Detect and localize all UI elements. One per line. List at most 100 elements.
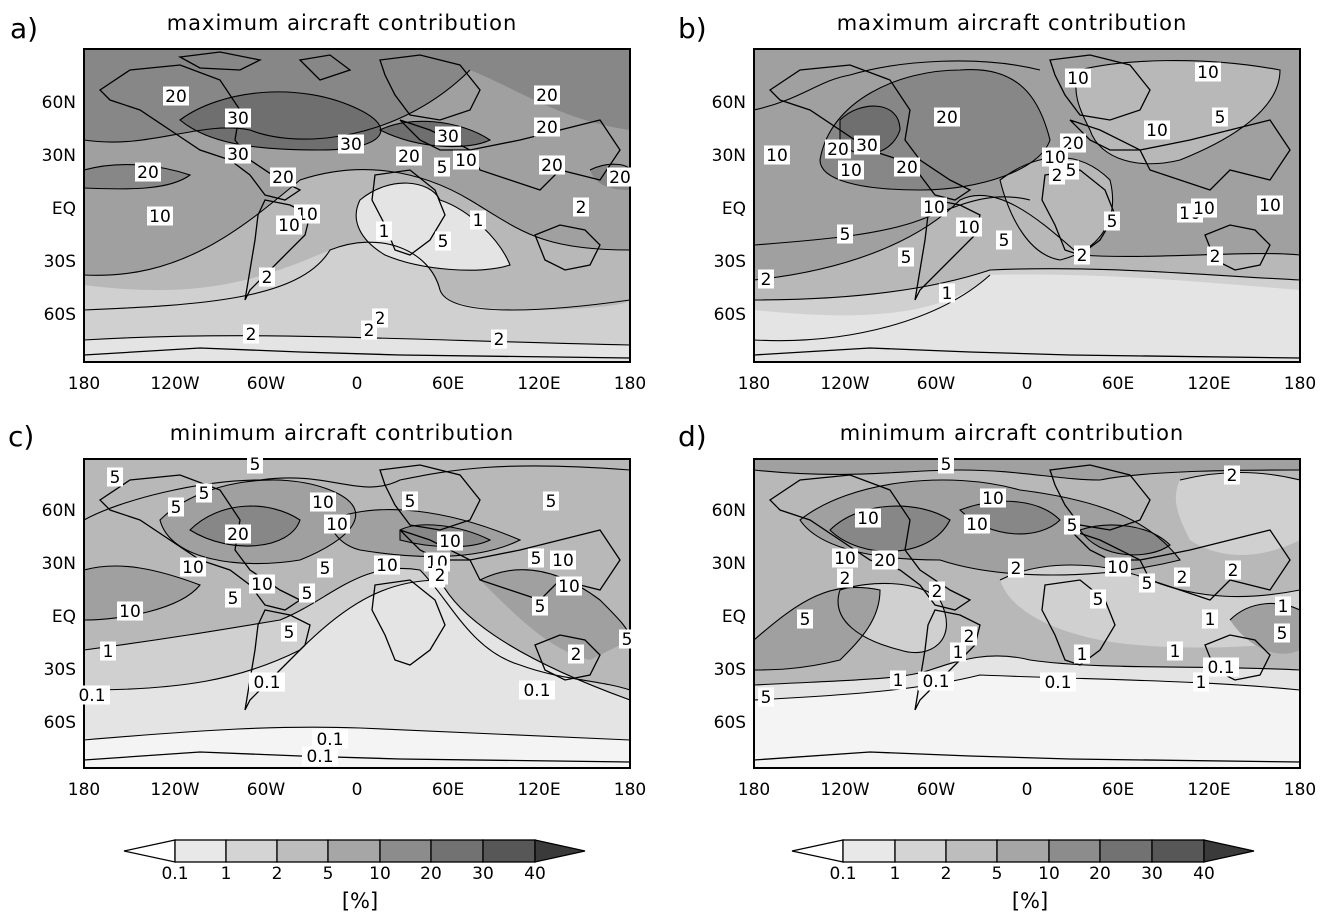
contour-label: 5 [1215, 108, 1226, 128]
panel-a-x-tick: 180 [614, 374, 646, 394]
contour-label: 5 [110, 468, 121, 488]
contour-label: 2 [364, 321, 375, 341]
contour-label-box [929, 581, 945, 601]
contour-label-box [568, 644, 584, 664]
contour-label-box [758, 687, 774, 707]
contour-label-box [550, 550, 576, 570]
contour-label: 0.1 [316, 730, 343, 750]
contour-label: 2 [761, 270, 772, 290]
panel-d-y-ticks: 60N 30N EQ 30S 60S [712, 501, 746, 733]
panel-d-x-tick: 120W [820, 780, 869, 800]
panel-c-x-tick: 180 [68, 780, 100, 800]
contour-label-box [539, 155, 565, 175]
panel-d-x-tick: 60E [1102, 780, 1134, 800]
contour-label: 30 [227, 145, 249, 165]
panel-b-x-tick: 60E [1102, 374, 1134, 394]
panel-d-title: minimum aircraft contribution [840, 421, 1184, 445]
contour-label-box [317, 558, 333, 578]
panel-c-contour-labels: 5555105510201010101055105210510105555210… [74, 454, 635, 767]
contour-label-box [1174, 567, 1190, 587]
contour-label: 10 [766, 146, 788, 166]
panel-d-y-tick: 30S [714, 660, 746, 680]
contour-label: 2 [375, 309, 386, 329]
panel-c-y-tick: 60N [42, 501, 76, 521]
panel-c-x-tick: 180 [614, 780, 646, 800]
contour-label-box [1202, 609, 1218, 629]
panel-c-title: minimum aircraft contribution [170, 421, 514, 445]
contour-label-box [249, 672, 285, 692]
contour-label: 30 [856, 136, 878, 156]
contour-label: 2 [1077, 246, 1088, 266]
contour-label-box [435, 231, 451, 251]
contour-label-box [470, 210, 486, 230]
panel-b: b) maximum aircraft contribution [678, 11, 1316, 394]
panel-c-x-ticks: 180 120W 60W 0 60E 120E 180 [68, 780, 646, 800]
contour-label: 5 [800, 610, 811, 630]
contour-label: 2 [840, 569, 851, 589]
panel-d-x-tick: 0 [1022, 780, 1033, 800]
contour-label-box [147, 206, 173, 226]
contour-label: 20 [227, 525, 249, 545]
panel-a-x-tick: 60W [247, 374, 286, 394]
contour-label: 2 [576, 198, 587, 218]
contour-label: 0.1 [306, 747, 333, 767]
panel-a-y-tick: EQ [52, 199, 76, 219]
panel-b-frame [753, 48, 1301, 363]
panel-d-letter: d) [678, 420, 707, 453]
contour-label: 10 [376, 556, 398, 576]
contour-label: 5 [1277, 624, 1288, 644]
contour-label-box [938, 454, 954, 474]
contour-label-box [1064, 515, 1080, 535]
colorbar-right-tick: 0.1 [829, 864, 856, 884]
contour-label: 30 [437, 127, 459, 147]
contour-label: 2 [964, 627, 975, 647]
contour-label-box [950, 642, 966, 662]
contour-label: 5 [1093, 590, 1104, 610]
contour-label-box [838, 160, 864, 180]
panel-d-x-ticks: 180 120W 60W 0 60E 120E 180 [738, 780, 1316, 800]
contour-label-box [996, 230, 1012, 250]
contour-label: 2 [1228, 561, 1239, 581]
contour-label: 5 [941, 455, 952, 475]
panel-b-x-ticks: 180 120W 60W 0 60E 120E 180 [738, 374, 1316, 394]
contour-label-box [100, 641, 116, 661]
contour-label: 1 [103, 642, 114, 662]
contour-label: 5 [840, 225, 851, 245]
contour-label: 10 [455, 151, 477, 171]
contour-label: 20 [165, 87, 187, 107]
panel-a-letter: a) [10, 12, 38, 45]
panel-c-x-tick: 60W [247, 780, 286, 800]
panel-a-y-ticks: 60N 30N EQ 30S 60S [42, 93, 76, 325]
colorbar-right-tick: 40 [1193, 864, 1215, 884]
contour-label: 2 [1177, 568, 1188, 588]
panel-a-x-tick: 0 [352, 374, 363, 394]
panel-c-y-tick: 30S [44, 660, 76, 680]
contour-label: 5 [761, 688, 772, 708]
contour-label-box [918, 671, 954, 691]
contour-label: 10 [558, 577, 580, 597]
contour-label: 5 [1066, 161, 1077, 181]
colorbar-right-tick: 1 [890, 864, 901, 884]
panel-a-x-tick: 180 [68, 374, 100, 394]
contour-label-box [163, 86, 189, 106]
contour-label-box [225, 524, 251, 544]
contour-label-box [921, 197, 947, 217]
contour-label: 20 [541, 156, 563, 176]
panel-c-frame [83, 458, 631, 769]
contour-label: 5 [1067, 516, 1078, 536]
panel-d-y-tick: 30N [712, 554, 746, 574]
panel-b-y-tick: 30N [712, 146, 746, 166]
contour-label-box [898, 247, 914, 267]
colorbar-right: 0.1 1 2 5 10 20 30 40 [%] [791, 839, 1255, 913]
contour-label-box [1212, 107, 1228, 127]
contour-label: 5 [535, 597, 546, 617]
colorbar-left-tick: 10 [369, 864, 391, 884]
contour-label: 0.1 [1207, 658, 1234, 678]
contour-label-box [402, 491, 418, 511]
contour-label-box [225, 588, 241, 608]
panel-a-x-tick: 120W [150, 374, 199, 394]
contour-label: 1 [893, 671, 904, 691]
contour-label-box [374, 555, 400, 575]
contour-label: 5 [171, 498, 182, 518]
